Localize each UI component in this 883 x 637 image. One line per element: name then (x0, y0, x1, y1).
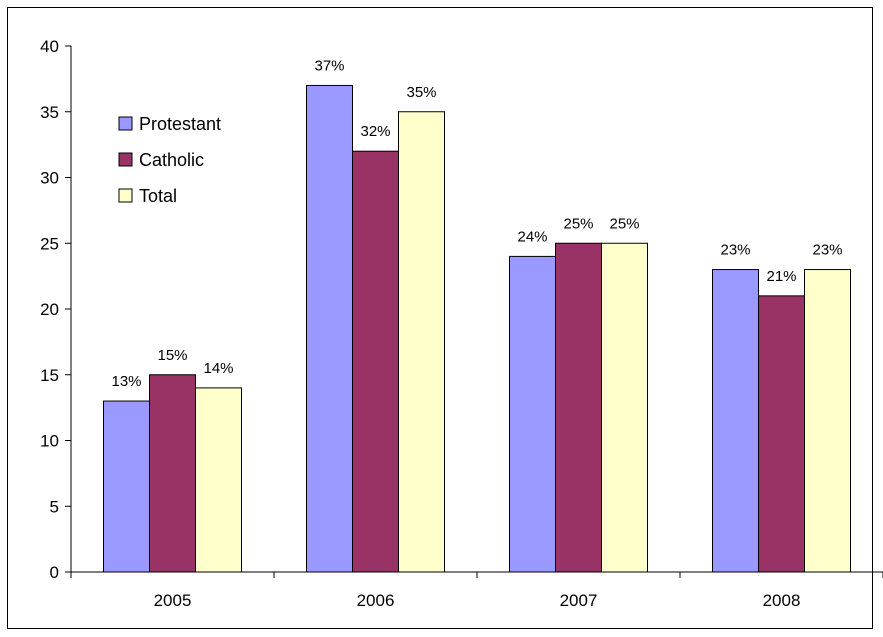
y-tick-label: 40 (40, 37, 59, 56)
data-label-total-2007: 25% (609, 215, 639, 232)
x-axis: 2005 2006 2007 2008 (71, 572, 883, 610)
x-tick-label: 2005 (154, 591, 192, 610)
data-label-total-2008: 23% (812, 242, 842, 259)
bar-protestant-2008 (713, 270, 759, 572)
y-tick-label: 10 (40, 432, 59, 451)
bar-catholic-2006 (353, 151, 399, 572)
legend-label-total: Total (139, 186, 177, 206)
legend-swatch-protestant (119, 117, 132, 130)
bar-catholic-2008 (759, 296, 805, 572)
y-tick-label: 20 (40, 300, 59, 319)
data-label-protestant-2006: 37% (314, 57, 344, 74)
y-tick-label: 0 (50, 563, 59, 582)
y-tick-label: 35 (40, 103, 59, 122)
y-tick-label: 15 (40, 366, 59, 385)
data-label-catholic-2008: 21% (766, 268, 796, 285)
x-tick-label: 2006 (357, 591, 395, 610)
data-label-protestant-2007: 24% (517, 228, 547, 245)
y-tick-label: 5 (50, 497, 59, 516)
legend-label-protestant: Protestant (139, 114, 221, 134)
bar-catholic-2005 (150, 375, 196, 572)
bar-total-2005 (196, 388, 242, 572)
x-tick-label: 2007 (560, 591, 598, 610)
y-tick-label: 25 (40, 234, 59, 253)
bar-protestant-2007 (510, 256, 556, 572)
data-label-protestant-2008: 23% (720, 242, 750, 259)
data-label-total-2006: 35% (406, 84, 436, 101)
bar-total-2006 (399, 112, 445, 572)
legend-label-catholic: Catholic (139, 150, 204, 170)
legend: Protestant Catholic Total (109, 103, 249, 214)
y-tick-label: 30 (40, 169, 59, 188)
data-label-total-2005: 14% (203, 360, 233, 377)
data-label-protestant-2005: 13% (111, 373, 141, 390)
data-label-catholic-2005: 15% (157, 347, 187, 364)
x-tick-label: 2008 (763, 591, 801, 610)
bar-total-2008 (805, 270, 851, 572)
bar-total-2007 (602, 243, 648, 572)
bar-protestant-2006 (307, 85, 353, 572)
data-label-catholic-2007: 25% (563, 215, 593, 232)
data-label-catholic-2006: 32% (360, 123, 390, 140)
bar-protestant-2005 (104, 401, 150, 572)
legend-swatch-total (119, 189, 132, 202)
bar-catholic-2007 (556, 243, 602, 572)
y-axis: 0 5 10 15 20 25 30 35 40 (40, 37, 71, 582)
legend-swatch-catholic (119, 153, 132, 166)
